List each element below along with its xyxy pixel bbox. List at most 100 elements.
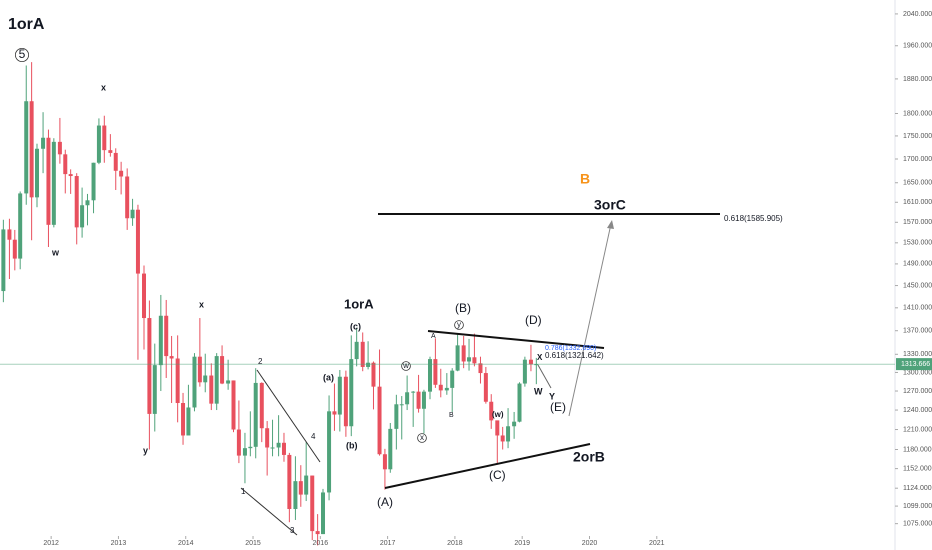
x-tick-label: 2016 (313, 540, 329, 547)
candle-body (24, 101, 29, 194)
candle-body (276, 442, 281, 448)
annotation: 5 (19, 47, 26, 61)
candle-body (293, 481, 298, 509)
x-tick-label: 2015 (245, 540, 261, 547)
y-tick-label: 1490.000 (903, 261, 932, 268)
candle-body (433, 359, 438, 385)
x-tick-label: 2017 (380, 540, 396, 547)
annotation: (E) (550, 400, 566, 414)
y-tick-label: 1700.000 (903, 156, 932, 163)
candle-body (74, 176, 79, 228)
y-tick-label: 1880.000 (903, 76, 932, 83)
candle-body (394, 404, 399, 429)
annotation: X (537, 353, 543, 362)
annotation: A (431, 333, 436, 340)
y-tick-label: 2040.000 (903, 11, 932, 18)
candle-body (483, 373, 488, 402)
arrow-head (607, 220, 614, 229)
x-tick-label: 2019 (514, 540, 530, 547)
candle-body (512, 421, 517, 427)
candle-body (444, 387, 449, 391)
last-price-label: 1313.666 (901, 361, 930, 368)
x-tick-label: 2013 (111, 540, 127, 547)
candle-body (142, 273, 147, 319)
candle-body (7, 229, 12, 240)
x-tick-label: 2021 (649, 540, 665, 547)
annotation: w (402, 361, 409, 370)
x-tick-label: 2014 (178, 540, 194, 547)
annotation: (D) (525, 313, 542, 327)
candle-body (1, 229, 6, 292)
y-tick-label: 1610.000 (903, 199, 932, 206)
trendline (384, 443, 591, 489)
candle-body (125, 176, 130, 219)
candle-body (321, 492, 326, 535)
candle-body (51, 141, 56, 225)
annotation: (w) (492, 410, 504, 419)
candle-body (214, 356, 219, 404)
trendline (427, 330, 605, 349)
candle-body (130, 209, 135, 219)
last-price-box (896, 358, 932, 371)
candle-body (360, 341, 365, 367)
y-tick-label: 1410.000 (903, 305, 932, 312)
candle-body (29, 101, 34, 198)
candle-body (327, 411, 332, 493)
projection-arrow (568, 223, 612, 417)
candle-body (315, 531, 320, 535)
candle-body (467, 357, 472, 362)
candle-body (220, 356, 225, 384)
candle-body (209, 375, 214, 404)
annotation: B (580, 171, 590, 187)
y-tick-label: 1650.000 (903, 180, 932, 187)
candle-body (500, 435, 505, 442)
candle-body (68, 174, 73, 177)
y-tick-label: 1180.000 (903, 446, 932, 453)
candle-body (281, 442, 286, 455)
annotation: (b) (346, 440, 358, 450)
x-tick-label: 2018 (447, 540, 463, 547)
y-tick-label: 1800.000 (903, 110, 932, 117)
wave-circle (454, 320, 464, 330)
candle-body (287, 454, 292, 509)
y-tick-label: 1370.000 (903, 328, 932, 335)
candle-body (298, 481, 303, 495)
candle-body (236, 429, 241, 456)
plot (1, 62, 539, 546)
candle-body (91, 162, 96, 201)
candle-body (371, 362, 376, 387)
candle-body (12, 239, 17, 259)
candle-body (337, 376, 342, 415)
projection-arrow (537, 364, 552, 389)
candle-body (388, 428, 393, 470)
candle-body (366, 362, 371, 367)
candle-body (158, 315, 163, 366)
candle-body (192, 356, 197, 408)
candle-body (175, 358, 180, 404)
candle-body (242, 448, 247, 456)
annotation: 3orC (594, 197, 626, 213)
candle-body (226, 380, 231, 384)
y-tick-label: 1075.000 (903, 521, 932, 528)
candle-body (265, 428, 270, 448)
candle-body (349, 359, 354, 427)
y-tick-label: 1750.000 (903, 133, 932, 140)
annotation: w (51, 247, 60, 257)
channel-line (240, 487, 298, 536)
candle-body (147, 318, 152, 414)
candle-body (63, 154, 68, 175)
annotation: 4 (311, 432, 316, 441)
candle-body (119, 170, 124, 177)
x-tick-label: 2012 (43, 540, 59, 547)
candle-body (343, 376, 348, 427)
candle-body (80, 205, 85, 228)
annotation: 2orB (573, 449, 605, 465)
y-tick-label: 1270.000 (903, 388, 932, 395)
y-tick-label: 1570.000 (903, 219, 932, 226)
candle-body (135, 209, 140, 274)
candle-body (438, 384, 443, 391)
candle-body (108, 150, 113, 153)
annotation: 1orA (8, 16, 45, 33)
y-tick-label: 1124.000 (903, 485, 932, 492)
candle-body (96, 125, 101, 163)
